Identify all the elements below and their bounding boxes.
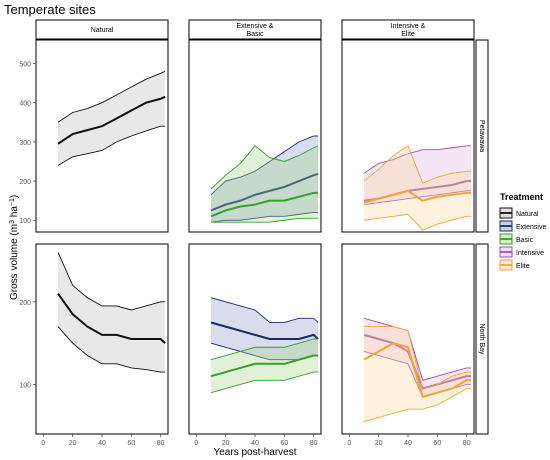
legend-label-basic: Basic xyxy=(516,237,534,244)
row-strip-label: North Bay xyxy=(478,323,485,355)
panel-frame xyxy=(35,39,169,233)
y-tick-label: 200 xyxy=(19,179,31,186)
lower-line-intensive xyxy=(363,190,472,206)
upper-line-intensive xyxy=(363,317,472,381)
column-strip xyxy=(188,19,322,40)
mean-line-natural xyxy=(57,292,166,344)
legend-label-elite: Elite xyxy=(516,263,530,270)
row-strip xyxy=(475,243,489,435)
upper-line-elite xyxy=(363,145,472,184)
y-tick-label: 100 xyxy=(19,218,31,225)
column-strip-label-line: Natural xyxy=(91,27,114,34)
upper-line-extensive xyxy=(210,135,319,196)
column-strip xyxy=(341,19,475,40)
lower-line-basic xyxy=(211,217,319,223)
mean-line-basic xyxy=(210,354,319,378)
ribbon-basic xyxy=(211,145,319,223)
mean-line-elite xyxy=(363,342,472,399)
lower-line-natural xyxy=(57,326,166,373)
upper-line-natural xyxy=(57,252,166,311)
ribbon-elite xyxy=(364,326,472,422)
panel-frame xyxy=(341,243,475,435)
column-strip-label: Extensive & Basic xyxy=(237,23,274,38)
y-axis-label: Gross volume (m3 ha−1) xyxy=(9,195,21,300)
legend: Treatment Natural Extensive Basic Intensive E… xyxy=(499,192,546,271)
mean-line-natural xyxy=(57,95,166,145)
chart-title: Temperate sites xyxy=(4,2,96,17)
legend-title: Treatment xyxy=(500,192,543,202)
x-tick-label: 40 xyxy=(404,440,412,447)
x-tick-label: 80 xyxy=(157,440,165,447)
upper-line-basic xyxy=(210,338,319,361)
lower-line-elite xyxy=(363,388,472,423)
x-tick-label: 20 xyxy=(375,440,383,447)
legend-label-extensive: Extensive xyxy=(516,224,546,231)
lower-line-natural xyxy=(57,125,166,166)
upper-line-basic xyxy=(210,145,319,190)
y-tick-label: 500 xyxy=(19,62,31,69)
ribbon-intensive xyxy=(364,318,472,397)
x-tick-label: 0 xyxy=(347,440,351,447)
ribbon-natural xyxy=(58,71,166,166)
lower-line-basic xyxy=(210,371,319,394)
lower-line-elite xyxy=(363,213,472,231)
x-tick-label: 40 xyxy=(251,440,259,447)
mean-line-extensive xyxy=(210,173,319,212)
panels-group: Natural Extensive & Basic Intensive & Elite P… xyxy=(19,19,489,447)
x-axis-label: Years post-harvest xyxy=(213,447,296,458)
ribbon-natural xyxy=(58,252,166,373)
column-strip-label-line: Extensive & xyxy=(237,23,274,30)
column-strip-label: Intensive & Elite xyxy=(391,23,426,38)
x-tick-label: 80 xyxy=(310,440,318,447)
legend-label-intensive: Intensive xyxy=(516,250,544,257)
column-strip-label: Natural xyxy=(91,27,114,34)
ribbon-extensive xyxy=(211,297,319,360)
row-strip-label: Petawawa xyxy=(478,120,485,152)
ribbon-elite xyxy=(364,145,472,231)
mean-line-basic xyxy=(210,191,319,218)
column-strip xyxy=(35,19,169,40)
row-strip xyxy=(475,39,489,233)
x-tick-label: 80 xyxy=(463,440,471,447)
x-tick-label: 60 xyxy=(127,440,135,447)
upper-line-elite xyxy=(364,326,472,390)
y-tick-label: 400 xyxy=(19,101,31,108)
upper-line-intensive xyxy=(363,145,472,174)
x-tick-label: 0 xyxy=(194,440,198,447)
lower-line-extensive xyxy=(210,211,319,223)
column-strip-label-line: Intensive & xyxy=(391,23,426,30)
y-tick-label: 100 xyxy=(19,382,31,389)
y-axis-label-main: Gross volume (m xyxy=(9,224,20,300)
x-tick-label: 20 xyxy=(69,440,77,447)
y-axis-label-sup2: −1 xyxy=(9,198,16,206)
column-strip-label-line: Elite xyxy=(401,31,415,38)
y-tick-label: 300 xyxy=(19,140,31,147)
y-axis-label-sup1: 3 xyxy=(9,220,16,224)
x-tick-label: 0 xyxy=(41,440,45,447)
panel-frame xyxy=(188,39,322,233)
mean-line-extensive xyxy=(210,321,319,340)
mean-line-elite xyxy=(363,189,472,204)
x-tick-label: 20 xyxy=(222,440,230,447)
panel-frame xyxy=(341,39,475,233)
y-axis-label-end: ) xyxy=(9,195,20,198)
y-tick-label: 200 xyxy=(19,300,31,307)
x-tick-label: 40 xyxy=(98,440,106,447)
upper-line-extensive xyxy=(210,297,319,323)
legend-label-natural: Natural xyxy=(516,211,539,218)
upper-line-natural xyxy=(57,70,166,123)
y-axis-label-mid: ha xyxy=(9,206,20,220)
column-strip-label-line: Basic xyxy=(246,31,264,38)
x-tick-label: 60 xyxy=(280,440,288,447)
x-tick-label: 60 xyxy=(433,440,441,447)
